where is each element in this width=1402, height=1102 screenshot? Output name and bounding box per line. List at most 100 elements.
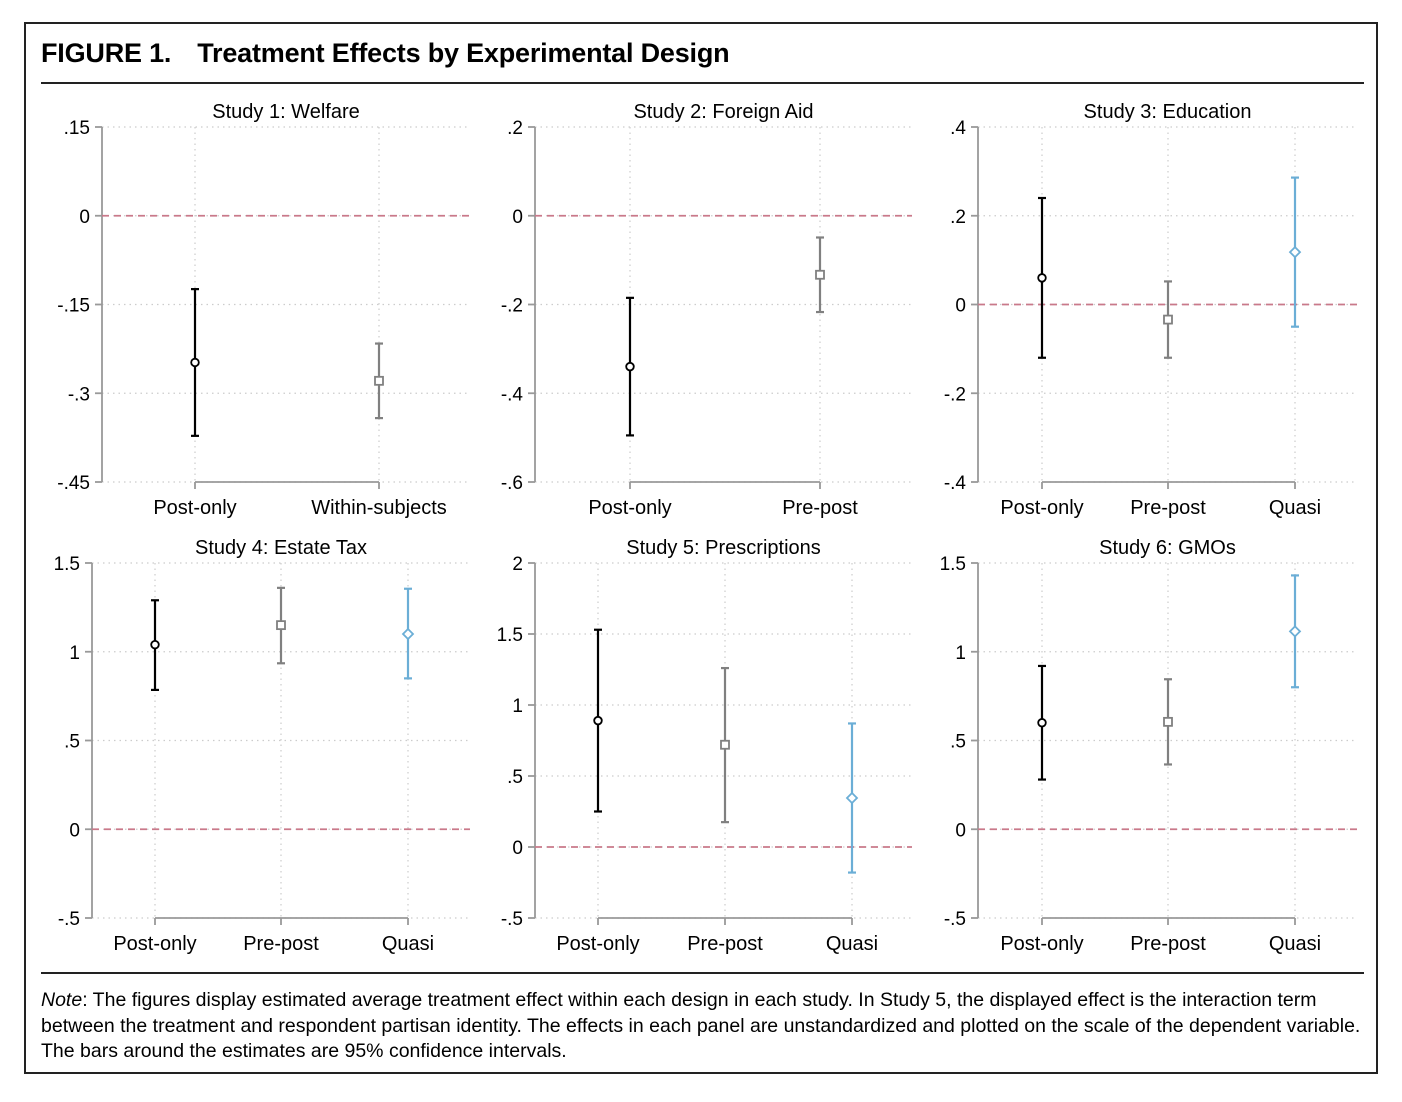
x-tick-label: Post-only [1000, 497, 1083, 519]
y-tick-label: 0 [955, 296, 966, 317]
y-tick-label: .5 [507, 767, 523, 788]
note-text: : The figures display estimated average … [41, 989, 1361, 1062]
point-estimate-circle [1037, 718, 1047, 728]
point-estimate-square [276, 620, 286, 631]
point-estimate-circle [593, 715, 603, 726]
y-tick-label: -.4 [944, 473, 967, 494]
figure-frame [24, 22, 1378, 1074]
x-tick-label: Quasi [382, 933, 434, 955]
estimate-quasi [1288, 176, 1302, 328]
point-estimate-square [1163, 314, 1173, 325]
estimate-post-only [1037, 196, 1047, 359]
title-rule [41, 82, 1364, 84]
point-estimate-circle [1037, 273, 1047, 283]
y-tick-label: .5 [64, 732, 80, 753]
y-tick-label: -.45 [57, 473, 90, 494]
y-tick-label: .2 [950, 207, 966, 228]
y-tick-label: .2 [507, 118, 523, 139]
estimate-pre-post [1163, 280, 1173, 359]
y-tick-label: -.2 [501, 296, 523, 317]
note-rule [41, 972, 1364, 974]
panel-title: Study 2: Foreign Aid [633, 101, 813, 123]
y-tick-label: 0 [512, 207, 523, 228]
estimate-quasi [401, 587, 415, 680]
x-tick-label: Quasi [826, 933, 878, 955]
x-tick-label: Pre-post [1130, 933, 1206, 955]
panel-title: Study 3: Education [1084, 101, 1252, 123]
x-tick-label: Post-only [153, 497, 236, 519]
x-tick-label: Pre-post [243, 933, 319, 955]
point-estimate-square [1163, 716, 1173, 727]
y-tick-label: -.15 [57, 296, 90, 317]
y-tick-label: .5 [950, 732, 966, 753]
estimate-post-only [190, 288, 200, 437]
figure-title: FIGURE 1. Treatment Effects by Experiment… [41, 38, 730, 69]
figure-note: Note: The figures display estimated aver… [41, 988, 1371, 1065]
note-lead: Note [41, 989, 83, 1011]
x-tick-label: Quasi [1269, 933, 1321, 955]
panel-title: Study 4: Estate Tax [195, 537, 367, 559]
panel-1: Study 1: Welfare .15 0 -.15 -.3 -.45 Post-only… [57, 101, 470, 519]
y-tick-label: .15 [64, 118, 90, 139]
y-tick-label: 2 [512, 554, 523, 575]
y-tick-label: -.3 [68, 384, 90, 405]
y-tick-label: 1.5 [497, 625, 523, 646]
point-estimate-circle [150, 639, 160, 650]
panel-title: Study 5: Prescriptions [626, 537, 821, 559]
x-tick-label: Within-subjects [311, 497, 447, 519]
figure-label: FIGURE 1. [41, 38, 172, 68]
point-estimate-circle [625, 361, 635, 372]
point-estimate-square [720, 739, 730, 750]
y-tick-label: 1.5 [54, 554, 80, 575]
estimate-post-only [1037, 664, 1047, 781]
y-tick-label: 0 [79, 207, 90, 228]
panel-title: Study 1: Welfare [212, 101, 359, 123]
panel-title: Study 6: GMOs [1099, 537, 1236, 559]
estimate-pre-post [1163, 678, 1173, 766]
estimate-post-only [625, 296, 635, 437]
estimate-pre-post [276, 586, 286, 665]
x-tick-label: Post-only [113, 933, 196, 955]
point-estimate-diamond [845, 791, 859, 805]
estimate-quasi [1288, 574, 1302, 689]
x-tick-label: Post-only [1000, 933, 1083, 955]
x-tick-label: Pre-post [782, 497, 858, 519]
panel-2: Study 2: Foreign Aid .2 0 -.2 -.4 -.6 Post-onl… [501, 101, 912, 519]
x-tick-label: Post-only [556, 933, 639, 955]
estimate-pre-post [815, 236, 825, 314]
point-estimate-diamond [401, 627, 415, 641]
y-tick-label: -.5 [58, 909, 80, 930]
y-tick-label: -.5 [501, 909, 523, 930]
point-estimate-diamond [1288, 245, 1302, 259]
y-tick-label: 1 [69, 643, 80, 664]
y-tick-label: 1 [512, 696, 523, 717]
y-tick-label: 0 [69, 820, 80, 841]
y-tick-label: 1.5 [940, 554, 966, 575]
y-tick-label: -.4 [501, 384, 524, 405]
panel-3: Study 3: Education .4 .2 0 -.2 -.4 Post-only Pr… [944, 101, 1357, 519]
figure-title-text: Treatment Effects by Experimental Design [197, 38, 730, 68]
estimate-pre-post [720, 666, 730, 824]
point-estimate-square [374, 375, 384, 386]
y-tick-label: .4 [950, 118, 966, 139]
y-tick-label: 1 [955, 643, 966, 664]
x-tick-label: Quasi [1269, 497, 1321, 519]
x-tick-label: Post-only [588, 497, 671, 519]
point-estimate-diamond [1288, 625, 1302, 638]
point-estimate-square [815, 269, 825, 280]
y-tick-label: 0 [512, 838, 523, 859]
estimate-within-subjects [374, 342, 384, 420]
x-tick-label: Pre-post [1130, 497, 1206, 519]
x-tick-label: Pre-post [687, 933, 763, 955]
point-estimate-circle [190, 357, 200, 368]
estimate-post-only [593, 628, 603, 813]
y-tick-label: -.6 [501, 473, 523, 494]
y-tick-label: 0 [955, 820, 966, 841]
estimate-quasi [845, 722, 859, 874]
estimate-post-only [150, 599, 160, 692]
panel-5: Study 5: Prescriptions21.51.50-.5Post-on… [497, 537, 912, 955]
y-tick-label: -.2 [944, 384, 966, 405]
